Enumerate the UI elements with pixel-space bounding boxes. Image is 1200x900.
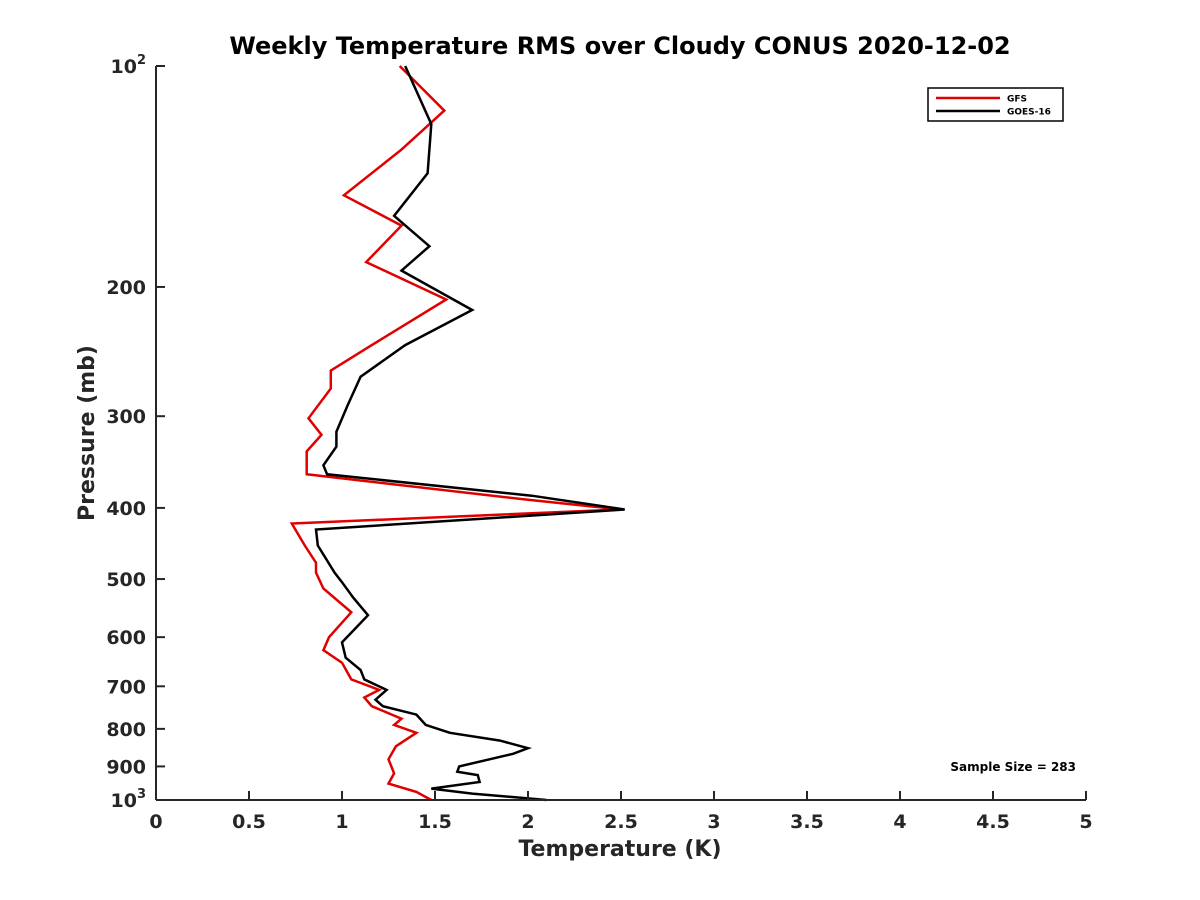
y-tick-label: 700 bbox=[106, 676, 146, 698]
legend-label: GOES-16 bbox=[1007, 108, 1051, 118]
y-tick-label: 300 bbox=[106, 406, 146, 428]
legend-box bbox=[927, 87, 1064, 122]
x-axis-ticks: 0 0.5 1 1.5 2 2.5 3 3.5 4 4.5 5 bbox=[149, 791, 1093, 833]
y-tick-label: 103 bbox=[111, 787, 147, 812]
x-tick-label: 4 bbox=[893, 811, 906, 833]
y-tick-label: 800 bbox=[106, 719, 146, 741]
y-axis-label: Pressure (mb) bbox=[75, 345, 100, 521]
y-tick-label: 600 bbox=[106, 627, 146, 649]
y-tick-label: 400 bbox=[106, 498, 146, 520]
y-tick-label: 500 bbox=[106, 569, 146, 591]
legend: GFS GOES-16 bbox=[927, 87, 1064, 122]
x-tick-label: 2.5 bbox=[604, 811, 638, 833]
x-tick-label: 2 bbox=[521, 811, 534, 833]
x-tick-label: 4.5 bbox=[976, 811, 1010, 833]
x-axis-label: Temperature (K) bbox=[518, 837, 721, 862]
x-tick-label: 1.5 bbox=[418, 811, 452, 833]
y-tick-label: 102 bbox=[111, 53, 147, 78]
y-tick-label: 900 bbox=[106, 756, 146, 778]
series-line-goes-16 bbox=[314, 65, 625, 802]
y-axis-ticks: 102 200 300 400 500 600 700 800 900 103 bbox=[106, 53, 165, 812]
x-tick-label: 3.5 bbox=[790, 811, 824, 833]
x-tick-label: 1 bbox=[335, 811, 348, 833]
series-line-gfs bbox=[289, 65, 622, 802]
series-layer bbox=[289, 65, 625, 802]
x-tick-label: 0.5 bbox=[232, 811, 266, 833]
legend-label: GFS bbox=[1007, 95, 1027, 105]
chart-title: Weekly Temperature RMS over Cloudy CONUS… bbox=[229, 32, 1010, 60]
y-tick-label: 200 bbox=[106, 277, 146, 299]
x-tick-label: 3 bbox=[707, 811, 720, 833]
x-tick-label: 5 bbox=[1079, 811, 1092, 833]
sample-size-annotation: Sample Size = 283 bbox=[950, 760, 1076, 774]
x-tick-label: 0 bbox=[149, 811, 162, 833]
